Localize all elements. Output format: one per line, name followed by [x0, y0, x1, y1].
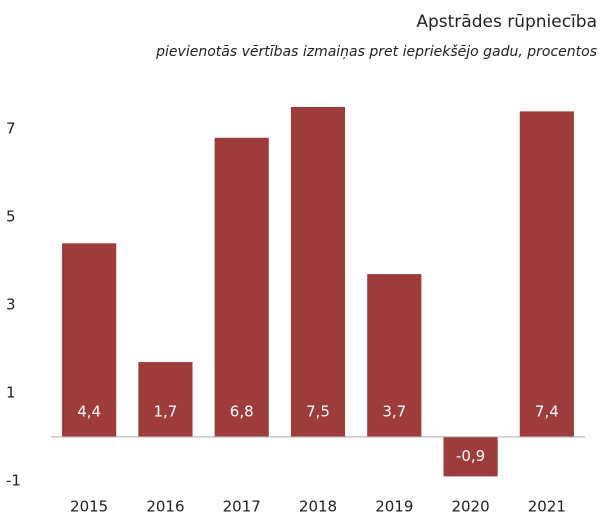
chart-title: Apstrādes rūpniecība [416, 12, 597, 32]
value-label: 6,8 [230, 402, 254, 420]
y-tick-label: 3 [6, 295, 16, 313]
value-label: 4,4 [77, 402, 101, 420]
x-tick-label: 2020 [451, 498, 489, 516]
x-tick-label: 2021 [528, 498, 566, 516]
x-tick-label: 2015 [70, 498, 108, 516]
bar [62, 243, 117, 437]
y-tick-label: 1 [6, 383, 16, 401]
bar [443, 436, 498, 477]
chart-subtitle: pievienotās vērtības izmaiņas pret iepri… [155, 44, 597, 60]
bar [138, 362, 193, 437]
bar [367, 274, 422, 437]
bar [214, 137, 269, 437]
x-tick-label: 2017 [223, 498, 261, 516]
y-tick-label: 5 [6, 207, 16, 225]
x-tick-label: 2019 [375, 498, 413, 516]
value-label: 3,7 [382, 402, 406, 420]
x-tick-label: 2016 [146, 498, 184, 516]
y-tick-label: 7 [6, 119, 16, 137]
value-label: 7,5 [306, 402, 330, 420]
bar [519, 111, 574, 437]
y-tick-label: -1 [6, 471, 21, 489]
x-tick-label: 2018 [299, 498, 337, 516]
value-label: 7,4 [535, 402, 559, 420]
value-label: 1,7 [153, 402, 177, 420]
value-label: -0,9 [456, 447, 485, 465]
bar [290, 106, 346, 437]
